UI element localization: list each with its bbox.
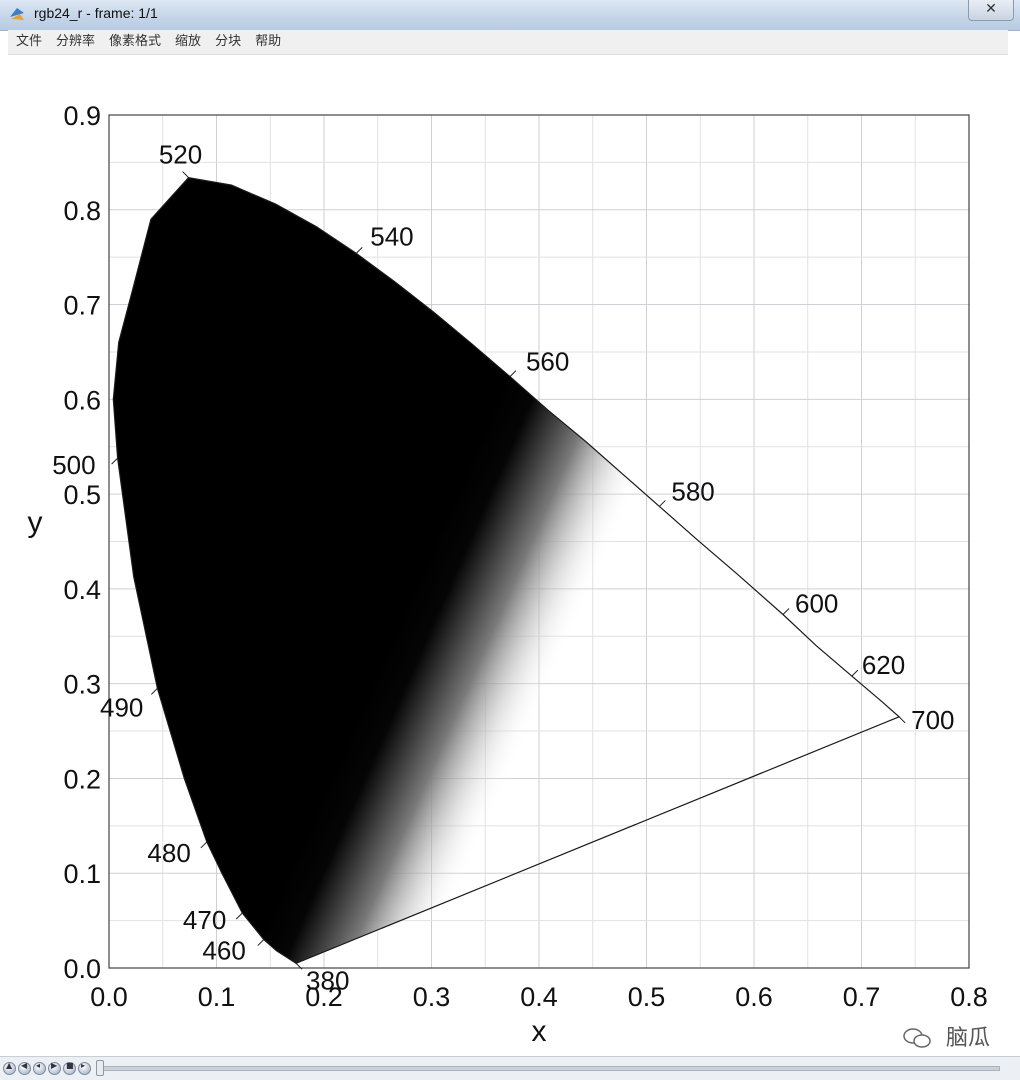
- image-viewport: 380 460 470 480 490 500 520 540 560 580 600 620 700 0…: [8, 55, 1008, 1055]
- wavelength-tick: [200, 841, 208, 849]
- wavelength-tick: [235, 912, 243, 920]
- wavelength-label: 540: [370, 221, 413, 251]
- x-tick-label: 0.4: [520, 982, 558, 1012]
- x-tick-label: 0.0: [90, 982, 128, 1012]
- x-tick-label: 0.5: [628, 982, 666, 1012]
- y-tick-label: 0.7: [63, 291, 101, 321]
- close-button[interactable]: ✕: [968, 0, 1014, 21]
- x-tick-label: 0.3: [413, 982, 451, 1012]
- wavelength-tick: [355, 247, 363, 254]
- x-tick-label: 0.8: [950, 982, 988, 1012]
- fast-forward-icon[interactable]: ▸: [78, 1061, 91, 1075]
- wavelength-label: 580: [671, 476, 714, 506]
- y-tick-label: 0.3: [63, 670, 101, 700]
- wavelength-tick: [151, 688, 158, 695]
- x-tick-label: 0.2: [305, 982, 343, 1012]
- spectral-locus: [112, 176, 901, 964]
- frame-slider-thumb[interactable]: [96, 1060, 104, 1076]
- wavelength-tick: [295, 962, 303, 970]
- rewind-icon[interactable]: ◀: [18, 1061, 31, 1075]
- x-tick-label: 0.6: [735, 982, 773, 1012]
- y-tick-label: 0.4: [63, 575, 101, 605]
- wavelength-label: 500: [52, 450, 95, 480]
- wavelength-label: 380: [306, 965, 349, 995]
- x-axis-label: x: [532, 1015, 547, 1048]
- y-tick-label: 0.5: [63, 480, 101, 510]
- playback-bar: ▲ ◀ ◂ ▶ ■ ▸: [0, 1056, 1020, 1080]
- y-tick-label: 0.1: [63, 859, 101, 889]
- wavelength-tick: [257, 939, 265, 946]
- wavelength-label: 470: [183, 905, 226, 935]
- wavelength-label: 600: [795, 588, 838, 618]
- wavelength-tick: [111, 457, 118, 465]
- menu-file[interactable]: 文件: [16, 34, 43, 49]
- wavelength-label: 460: [202, 936, 245, 966]
- wechat-icon: [903, 1028, 931, 1048]
- wavelength-tick: [509, 370, 517, 377]
- watermark-text: 脑瓜: [945, 1026, 990, 1051]
- wavelength-tick: [182, 171, 189, 178]
- menu-help[interactable]: 帮助: [255, 34, 282, 49]
- menu-pixel-format[interactable]: 像素格式: [109, 34, 162, 49]
- wavelength-label: 480: [147, 838, 190, 868]
- wavelength-label: 700: [911, 705, 954, 735]
- wavelength-tick: [782, 608, 790, 615]
- y-tick-label: 0.9: [63, 101, 101, 131]
- x-tick-label: 0.1: [198, 982, 236, 1012]
- step-back-icon[interactable]: ◂: [33, 1061, 46, 1075]
- wavelength-label: 620: [862, 650, 905, 680]
- menu-resolution[interactable]: 分辨率: [56, 34, 96, 49]
- frame-slider-track[interactable]: [98, 1066, 1000, 1071]
- menu-bar: 文件 分辨率 像素格式 缩放 分块 帮助: [8, 30, 1008, 55]
- wavelength-tick: [659, 500, 666, 507]
- plot-frame: [108, 114, 970, 969]
- y-tick-label: 0.8: [63, 196, 101, 226]
- stop-icon[interactable]: ■: [63, 1061, 76, 1075]
- y-tick-label: 0.2: [63, 764, 101, 794]
- y-axis-label: y: [28, 506, 43, 539]
- x-tick-label: 0.7: [843, 982, 881, 1012]
- wavelength-label: 560: [526, 347, 569, 377]
- window-title: rgb24_r - frame: 1/1: [34, 5, 158, 21]
- y-tick-label: 0.6: [63, 385, 101, 415]
- wavelength-tick: [898, 716, 906, 724]
- wavelength-label: 520: [159, 140, 202, 170]
- title-bar: rgb24_r - frame: 1/1 ✕: [0, 0, 1020, 31]
- play-icon[interactable]: ▶: [48, 1061, 61, 1075]
- wavelength-label: 490: [100, 692, 143, 722]
- menu-tile[interactable]: 分块: [215, 34, 242, 49]
- wavelength-tick: [851, 669, 859, 677]
- y-tick-label: 0.0: [63, 954, 101, 984]
- eject-icon[interactable]: ▲: [3, 1061, 16, 1075]
- menu-zoom[interactable]: 缩放: [175, 34, 202, 49]
- app-icon: [10, 8, 24, 20]
